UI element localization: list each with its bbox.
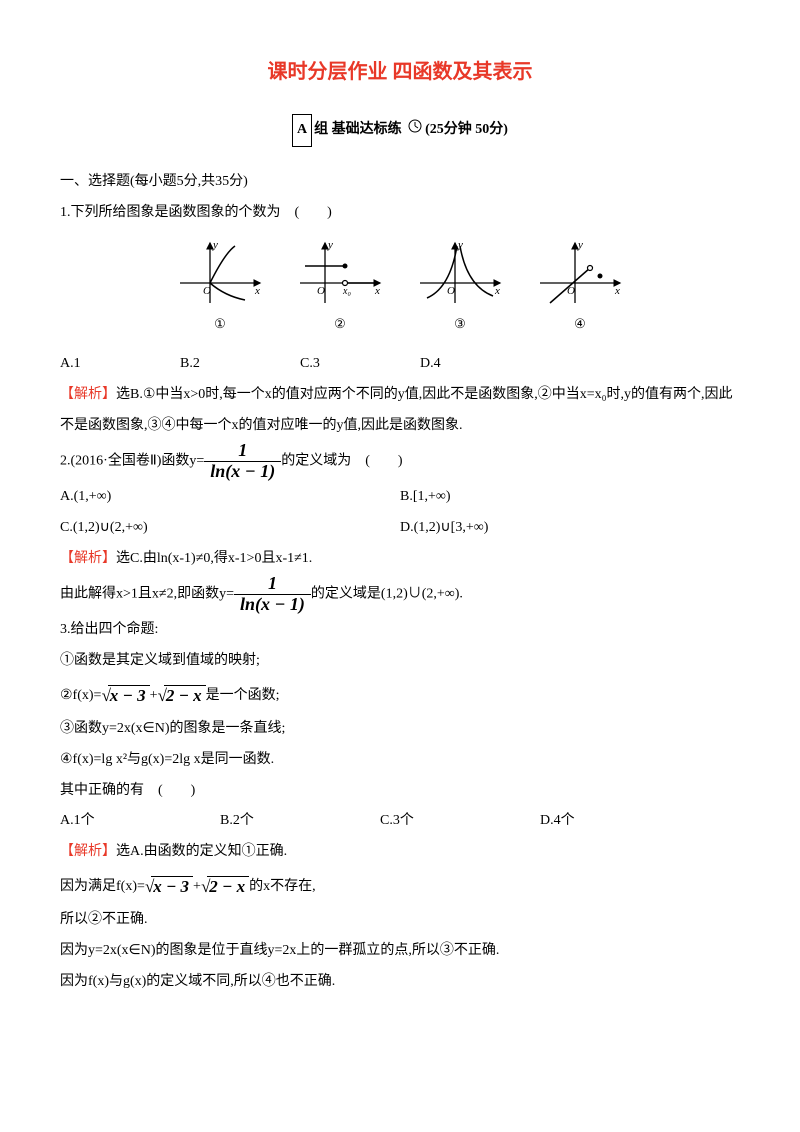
page-title: 课时分层作业 四函数及其表示 (60, 50, 740, 94)
q3-analysis-1: 【解析】选A.由函数的定义知①正确. (60, 837, 740, 868)
svg-text:x₀: x₀ (342, 286, 351, 297)
graph-4-label: ④ (535, 310, 625, 339)
fraction-icon: 1ln(x − 1) (204, 441, 281, 482)
q3-analysis-2: 因为满足f(x)=√x − 3+√2 − x的x不存在, (60, 868, 740, 905)
q1-stem: 1.下列所给图象是函数图象的个数为 ( ) (60, 198, 740, 229)
fraction-icon: 1ln(x − 1) (234, 574, 311, 615)
q3-stem: 3.给出四个命题: (60, 615, 740, 646)
q1-opt-d: D.4 (420, 349, 480, 380)
graph-3: O x y ③ (415, 238, 505, 339)
sqrt-icon: √2 − x (158, 677, 206, 714)
svg-text:x: x (614, 285, 620, 297)
q2-opt-c: C.(1,2)∪(2,+∞) (60, 513, 400, 544)
svg-text:x: x (494, 285, 500, 297)
q3-analysis-4: 因为y=2x(x∈N)的图象是位于直线y=2x上的一群孤立的点,所以③不正确. (60, 936, 740, 967)
graph-1: O x y ① (175, 238, 265, 339)
group-text: 组 基础达标练 (314, 122, 402, 137)
svg-text:O: O (203, 285, 211, 297)
q3-anal2-mid: + (193, 879, 201, 894)
q3-anal2-pre: 因为满足f(x)= (60, 879, 145, 894)
q2-anal1-text: 选C.由ln(x-1)≠0,得x-1>0且x-1≠1. (116, 551, 312, 566)
q3-options: A.1个 B.2个 C.3个 D.4个 (60, 806, 740, 837)
graph-2-label: ② (295, 310, 385, 339)
q3-analysis-3: 所以②不正确. (60, 905, 740, 936)
q3-p4: ④f(x)=lg x²与g(x)=2lg x是同一函数. (60, 745, 740, 776)
q1-opt-b: B.2 (180, 349, 240, 380)
q3-anal1-text: 选A.由函数的定义知①正确. (116, 844, 287, 859)
section-header: A组 基础达标练 (25分钟 50分) (60, 114, 740, 147)
analysis-label: 【解析】 (60, 551, 116, 566)
sqrt-icon: √x − 3 (145, 868, 193, 905)
svg-text:O: O (317, 285, 325, 297)
q2-anal2-post: 的定义域是(1,2)∪(2,+∞). (311, 587, 463, 602)
analysis-label: 【解析】 (60, 844, 116, 859)
group-box: A (292, 114, 312, 147)
q1-analysis: 【解析】选B.①中当x>0时,每一个x的值对应两个不同的y值,因此不是函数图象,… (60, 380, 740, 442)
q2-analysis-2: 由此解得x>1且x≠2,即函数y=1ln(x − 1)的定义域是(1,2)∪(2… (60, 574, 740, 615)
q3-opt-b: B.2个 (220, 806, 380, 837)
q1-graphs: O x y ① O x y x₀ ② O x y (60, 238, 740, 339)
q2-anal2-pre: 由此解得x>1且x≠2,即函数y= (60, 587, 234, 602)
analysis-label: 【解析】 (60, 387, 116, 402)
q3-p3: ③函数y=2x(x∈N)的图象是一条直线; (60, 714, 740, 745)
q2-stem-post: 的定义域为 ( ) (281, 454, 402, 469)
q3-anal2-post: 的x不存在, (249, 879, 316, 894)
graph-2: O x y x₀ ② (295, 238, 385, 339)
svg-text:O: O (447, 285, 455, 297)
q2-opt-d: D.(1,2)∪[3,+∞) (400, 513, 740, 544)
q3-p2-post: 是一个函数; (206, 687, 280, 702)
svg-text:x: x (374, 285, 380, 297)
q2-opt-b: B.[1,+∞) (400, 482, 740, 513)
q3-p2: ②f(x)=√x − 3+√2 − x是一个函数; (60, 677, 740, 714)
graph-1-label: ① (175, 310, 265, 339)
svg-text:y: y (577, 239, 583, 251)
graph-4: O x y ④ (535, 238, 625, 339)
q1-analysis-text: 选B.①中当x>0时,每一个x的值对应两个不同的y值,因此不是函数图象,②中当x… (60, 387, 733, 433)
clock-icon (408, 115, 422, 146)
svg-text:y: y (327, 239, 333, 251)
q2-opt-a: A.(1,+∞) (60, 482, 400, 513)
q2-analysis-1: 【解析】选C.由ln(x-1)≠0,得x-1>0且x-1≠1. (60, 544, 740, 575)
q1-opt-c: C.3 (300, 349, 360, 380)
q2-stem: 2.(2016·全国卷Ⅱ)函数y=1ln(x − 1)的定义域为 ( ) (60, 441, 740, 482)
q3-opt-c: C.3个 (380, 806, 540, 837)
q3-analysis-5: 因为f(x)与g(x)的定义域不同,所以④也不正确. (60, 967, 740, 998)
q3-opt-d: D.4个 (540, 806, 700, 837)
q3-p1: ①函数是其定义域到值域的映射; (60, 646, 740, 677)
sqrt-icon: √2 − x (201, 868, 249, 905)
q2-stem-pre: 2.(2016·全国卷Ⅱ)函数y= (60, 454, 204, 469)
svg-text:y: y (212, 239, 218, 251)
q3-p2-mid: + (150, 687, 158, 702)
q3-ask: 其中正确的有 ( ) (60, 776, 740, 807)
q1-opt-a: A.1 (60, 349, 120, 380)
timing-text: (25分钟 50分) (425, 122, 508, 137)
q3-opt-a: A.1个 (60, 806, 220, 837)
svg-text:x: x (254, 285, 260, 297)
q1-options: A.1 B.2 C.3 D.4 (60, 349, 740, 380)
sqrt-icon: √x − 3 (101, 677, 149, 714)
section-intro: 一、选择题(每小题5分,共35分) (60, 167, 740, 198)
graph-3-label: ③ (415, 310, 505, 339)
q3-p2-pre: ②f(x)= (60, 687, 101, 702)
q2-options: A.(1,+∞) B.[1,+∞) C.(1,2)∪(2,+∞) D.(1,2)… (60, 482, 740, 544)
